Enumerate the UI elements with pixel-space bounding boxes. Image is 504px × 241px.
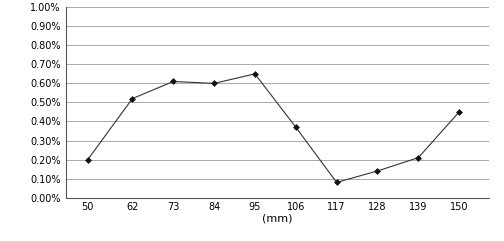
X-axis label: (mm): (mm) — [262, 214, 292, 224]
